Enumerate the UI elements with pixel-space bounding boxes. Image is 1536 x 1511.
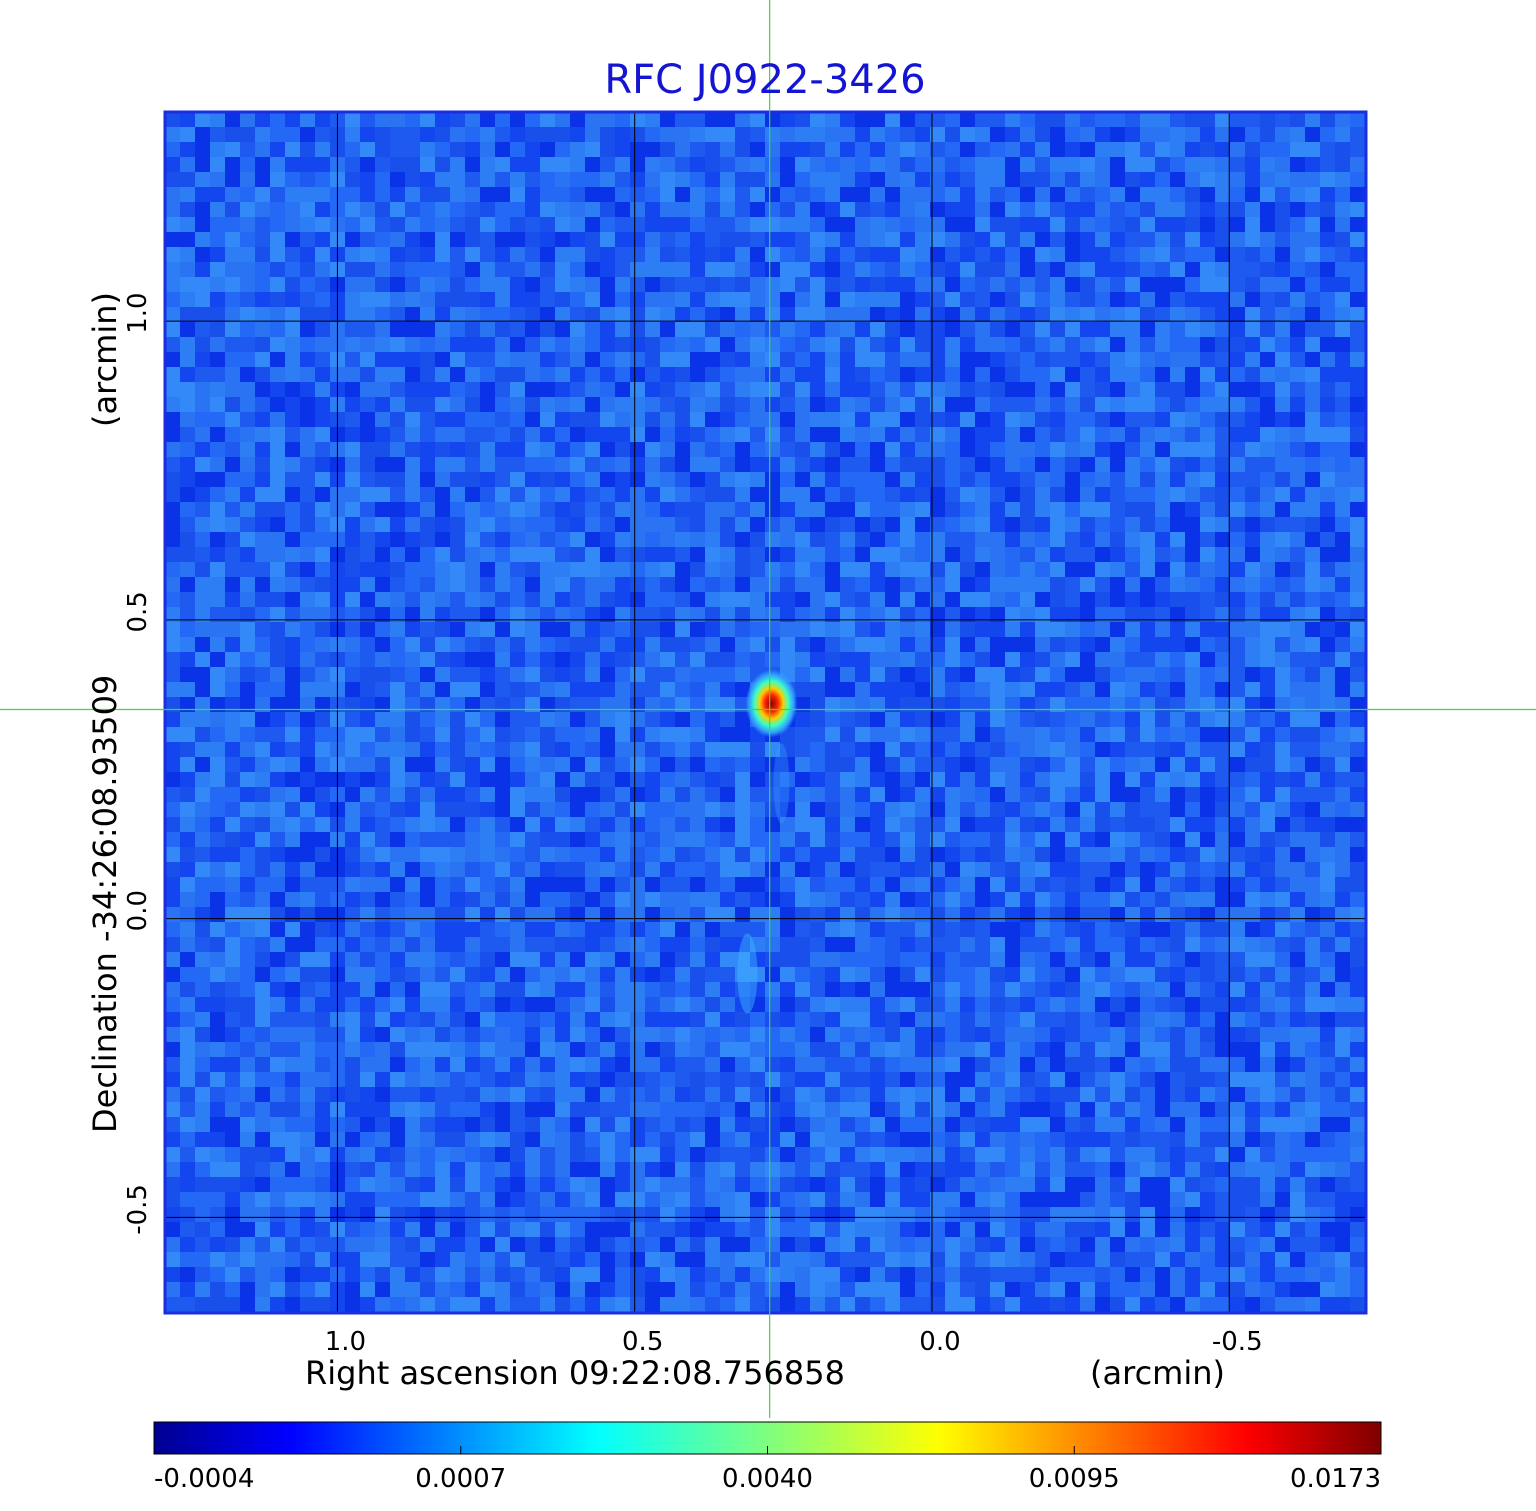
intensity-noise-pixels: [165, 112, 1366, 1313]
x-tick-label: -0.5: [1212, 1327, 1263, 1357]
x-axis-unit: (arcmin): [1090, 1354, 1225, 1392]
x-axis-ticks: 1.0 0.5 0.0 -0.5: [325, 1327, 1263, 1357]
plot-frame: [163, 110, 1368, 1315]
colorbar-tick-label: 0.0040: [722, 1464, 813, 1494]
colorbar-tick-label: 0.0173: [1290, 1464, 1381, 1494]
y-tick-label: 0.0: [123, 890, 153, 931]
grid-lines: [165, 112, 1366, 1313]
colorbar: -0.0004 0.0007 0.0040 0.0095 0.0173: [153, 1421, 1382, 1494]
colorbar-tick-label: 0.0095: [1029, 1464, 1120, 1494]
x-tick-label: 0.5: [622, 1327, 663, 1357]
y-tick-label: -0.5: [123, 1184, 153, 1235]
sidelobe-south: [737, 933, 758, 1014]
colorbar-ticks: -0.0004 0.0007 0.0040 0.0095 0.0173: [153, 1446, 1382, 1494]
y-axis-ticks: 1.0 0.5 0.0 -0.5: [123, 292, 153, 1234]
colorbar-tick-label: 0.0007: [415, 1464, 506, 1494]
y-axis-unit: (arcmin): [86, 292, 124, 427]
sidelobe-near: [773, 743, 790, 824]
colorbar-tick-label: -0.0004: [154, 1464, 254, 1494]
chart-title: RFC J0922-3426: [604, 57, 925, 103]
plot-area: [163, 110, 1368, 1315]
x-tick-label: 1.0: [325, 1327, 366, 1357]
y-tick-label: 1.0: [123, 292, 153, 333]
y-tick-label: 0.5: [123, 591, 153, 632]
y-axis-label: Declination -34:26:08.93509: [86, 675, 124, 1133]
beam-sidelobe: [737, 743, 790, 1014]
x-tick-label: 0.0: [919, 1327, 960, 1357]
source-peak-blob: [745, 669, 798, 738]
x-axis-label: Right ascension 09:22:08.756858: [305, 1354, 845, 1392]
